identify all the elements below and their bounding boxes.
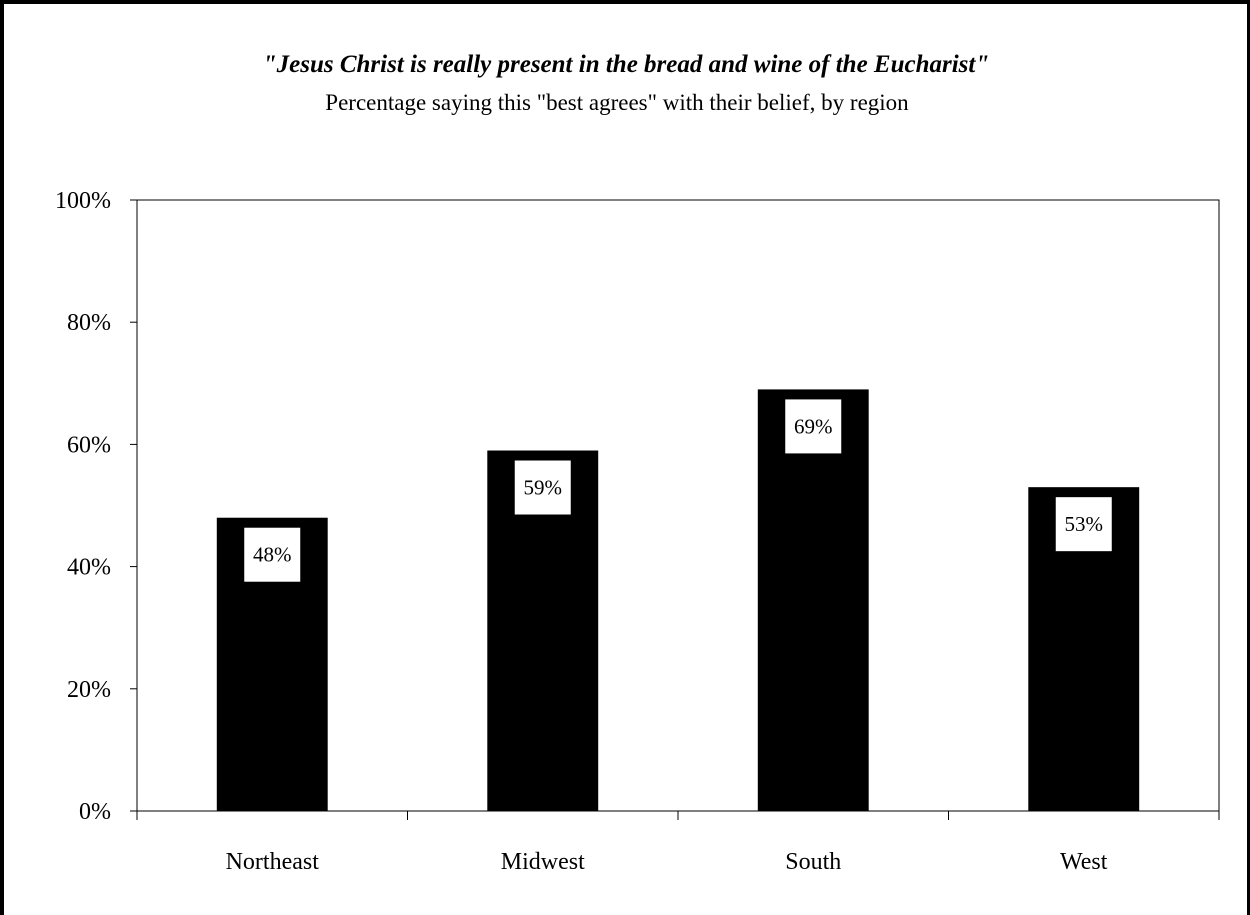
- data-label-box: [785, 399, 842, 454]
- y-tick-label: 80%: [67, 310, 111, 336]
- data-label: 48%: [253, 543, 292, 567]
- data-label: 53%: [1065, 512, 1104, 536]
- y-tick-label: 60%: [67, 432, 111, 458]
- y-tick-label: 0%: [79, 799, 111, 825]
- y-tick-label: 100%: [55, 188, 111, 214]
- x-tick-label: Northeast: [226, 849, 320, 875]
- data-label: 69%: [794, 414, 833, 438]
- y-axis: 0% 20% 40% 60% 80% 100%: [55, 188, 138, 825]
- data-label-box: [244, 527, 301, 582]
- data-label-box: [1055, 497, 1112, 552]
- x-tick-label: Midwest: [501, 849, 585, 875]
- bars: 48% 59% 69% 53%: [216, 389, 1140, 811]
- y-tick-label: 20%: [67, 677, 111, 703]
- y-tick-label: 40%: [67, 555, 111, 581]
- data-label: 59%: [524, 476, 563, 500]
- data-label-box: [514, 460, 571, 515]
- x-tick-label: South: [785, 849, 841, 875]
- chart-title: "Jesus Christ is really present in the b…: [263, 51, 989, 78]
- chart-subtitle: Percentage saying this "best agrees" wit…: [325, 90, 909, 115]
- x-axis: Northeast Midwest South West: [136, 810, 1220, 875]
- x-tick-label: West: [1060, 849, 1108, 875]
- bar: [757, 389, 869, 811]
